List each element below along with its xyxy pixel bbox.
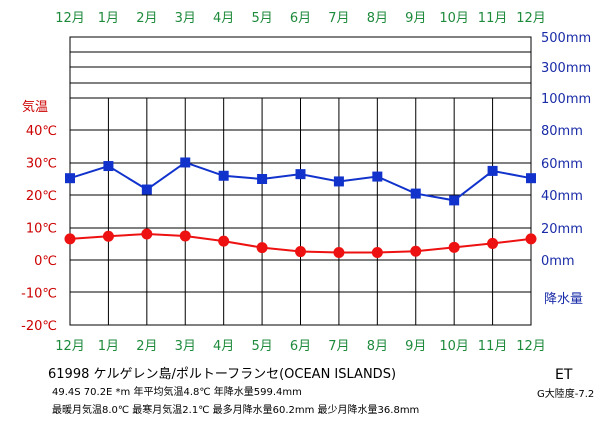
precipitation-tick-label: 100mm (541, 92, 591, 107)
precipitation-tick-label: 60mm (541, 157, 583, 172)
precipitation-point (410, 188, 421, 199)
top-month-label: 7月 (328, 11, 349, 26)
precipitation-point (65, 173, 75, 184)
temperature-point (525, 233, 537, 245)
precipitation-tick-label: 500mm (541, 31, 591, 46)
precipitation-point (526, 173, 536, 184)
temperature-point (64, 233, 76, 245)
temperature-tick-label: 40℃ (26, 124, 57, 139)
precipitation-point (487, 165, 498, 176)
precipitation-point (257, 174, 268, 184)
top-month-label: 12月 (55, 11, 85, 26)
top-month-label: 1月 (98, 11, 119, 26)
temperature-tick-label: 10℃ (26, 222, 57, 237)
temperature-point (333, 247, 345, 259)
temperature-point (448, 241, 460, 253)
top-month-label: 6月 (290, 11, 311, 26)
bottom-month-label: 9月 (405, 339, 426, 354)
top-month-label: 12月 (516, 11, 546, 26)
bottom-month-label: 12月 (55, 339, 85, 354)
bottom-month-label: 8月 (367, 339, 388, 354)
temperature-tick-labels: 40℃ 30℃ 20℃ 10℃ 0℃ -10℃ -20℃ (21, 124, 57, 334)
temperature-tick-label: 0℃ (34, 254, 57, 269)
bottom-month-label: 10月 (439, 339, 469, 354)
bottom-month-label: 3月 (175, 339, 196, 354)
top-month-label: 10月 (439, 11, 469, 26)
temperature-axis-title: 気温 (22, 99, 48, 115)
continentality-index: G大陸度-7.2 (537, 387, 594, 400)
precipitation-tick-label: 20mm (541, 222, 583, 237)
precipitation-point (180, 157, 191, 168)
temperature-point (371, 247, 383, 259)
temperature-tick-label: -10℃ (21, 287, 57, 302)
temperature-point (410, 245, 422, 257)
bottom-month-labels: 12月 1月 2月 3月 4月 5月 6月 7月 8月 9月 10月 11月 12月 (55, 339, 546, 354)
precipitation-point (218, 170, 229, 181)
temperature-point (179, 230, 191, 242)
precipitation-tick-label: 300mm (541, 61, 591, 76)
climate-code: ET (555, 367, 573, 383)
precipitation-point (333, 176, 344, 187)
precipitation-point (449, 195, 460, 206)
station-title: 61998 ケルゲレン島/ポルトーフランセ(OCEAN ISLANDS) (48, 367, 396, 382)
top-month-label: 4月 (213, 11, 234, 26)
precipitation-axis-title: 降水量 (544, 292, 583, 307)
bottom-month-label: 6月 (290, 339, 311, 354)
temperature-tick-label: 20℃ (26, 189, 57, 204)
top-month-label: 3月 (175, 11, 196, 26)
temperature-series (64, 228, 537, 259)
temperature-tick-label: 30℃ (26, 157, 57, 172)
precipitation-point (372, 171, 383, 182)
top-month-label: 2月 (136, 11, 157, 26)
top-month-label: 8月 (367, 11, 388, 26)
top-month-label: 11月 (478, 11, 508, 26)
temperature-point (218, 235, 230, 247)
precipitation-point (295, 169, 306, 180)
station-extremes: 最暖月気温8.0℃ 最寒月気温2.1℃ 最多月降水量60.2mm 最少月降水量3… (52, 403, 419, 416)
temperature-point (487, 237, 499, 249)
precipitation-point (103, 161, 114, 172)
station-summary: 49.4S 70.2E *m 年平均気温4.8℃ 年降水量599.4mm (52, 385, 302, 398)
precipitation-tick-label: 0mm (541, 254, 575, 269)
gridlines (70, 51, 531, 325)
bottom-month-label: 5月 (251, 339, 272, 354)
top-month-label: 9月 (405, 11, 426, 26)
bottom-month-label: 2月 (136, 339, 157, 354)
bottom-month-label: 4月 (213, 339, 234, 354)
bottom-month-label: 11月 (478, 339, 508, 354)
bottom-month-label: 7月 (328, 339, 349, 354)
top-month-labels: 12月 1月 2月 3月 4月 5月 6月 7月 8月 9月 10月 11月 12月 (55, 11, 546, 26)
bottom-month-label: 1月 (98, 339, 119, 354)
temperature-point (256, 242, 268, 254)
precipitation-series (65, 157, 536, 206)
precipitation-tick-label: 80mm (541, 124, 583, 139)
precipitation-tick-label: 40mm (541, 189, 583, 204)
top-month-label: 5月 (251, 11, 272, 26)
temperature-tick-label: -20℃ (21, 319, 57, 334)
precipitation-point (141, 184, 152, 195)
precipitation-tick-labels: 500mm 300mm 100mm 80mm 60mm 40mm 20mm 0mm (541, 31, 591, 269)
temperature-point (102, 230, 114, 242)
temperature-point (141, 228, 153, 240)
temperature-point (295, 246, 306, 258)
bottom-month-label: 12月 (516, 339, 546, 354)
